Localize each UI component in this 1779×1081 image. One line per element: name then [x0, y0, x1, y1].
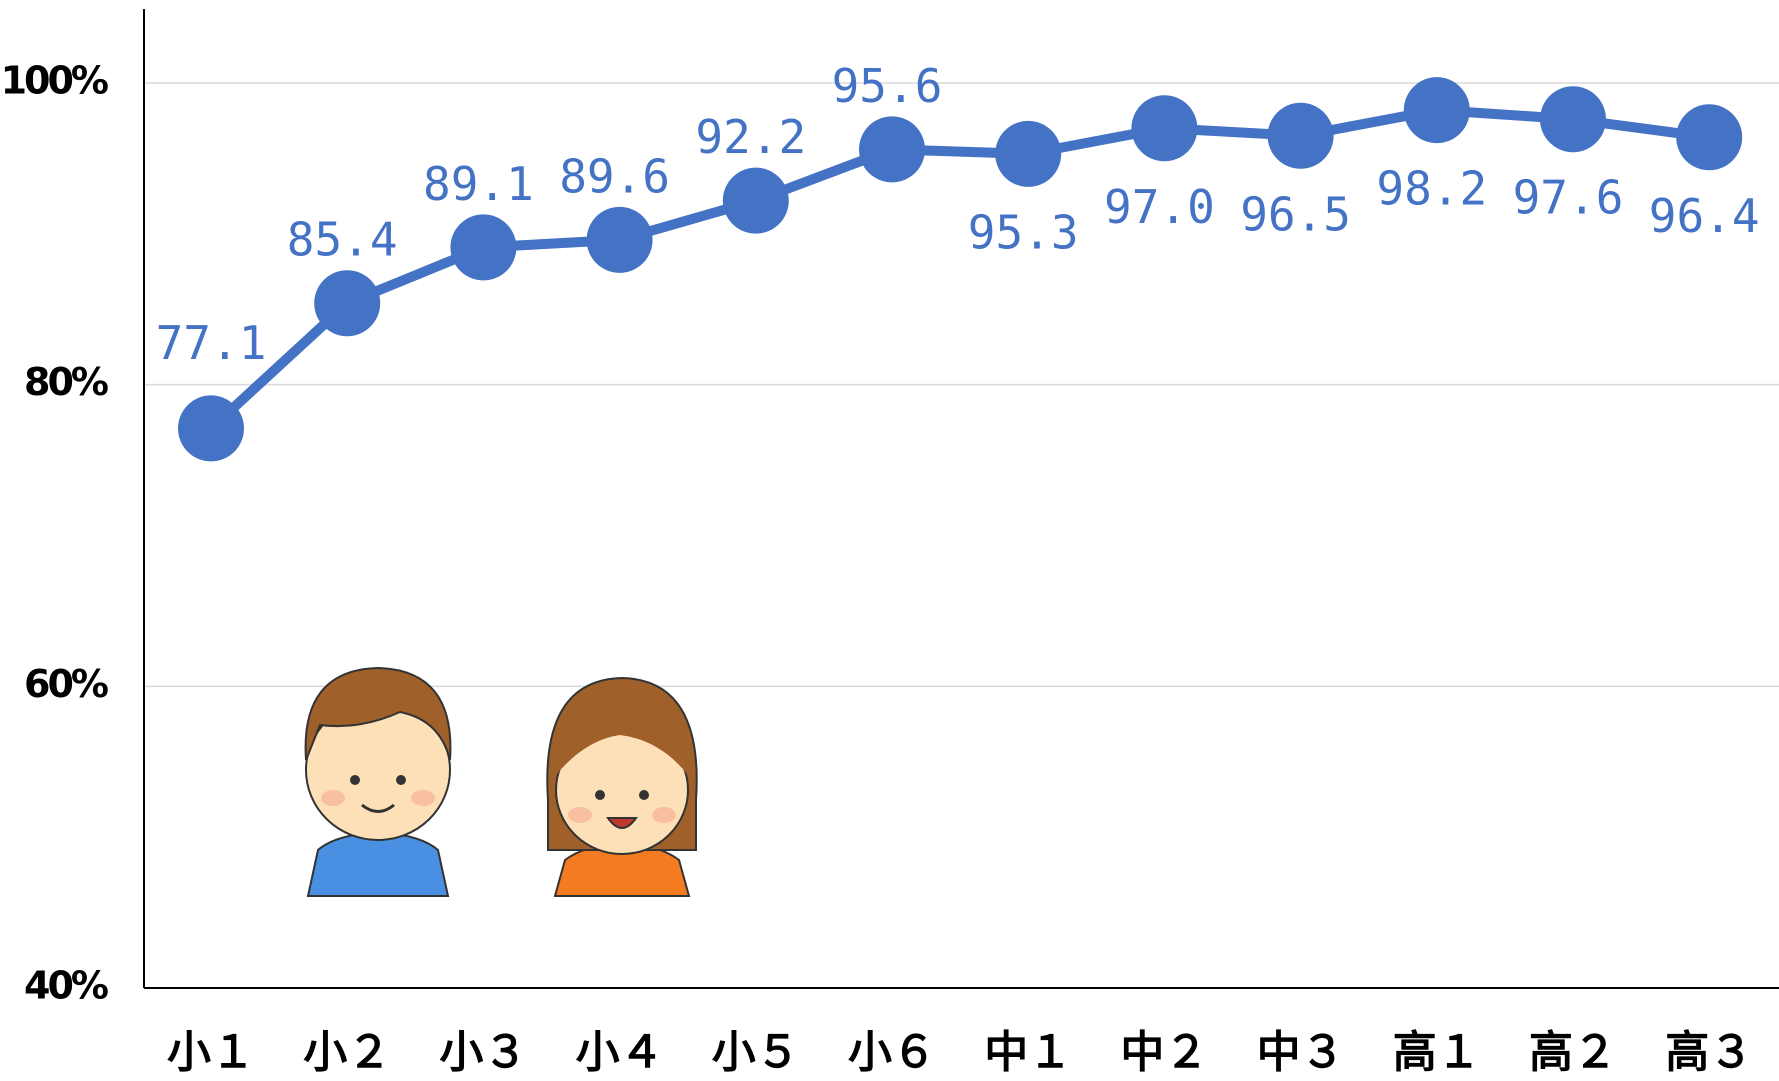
data-label: 92.2 — [695, 110, 806, 164]
data-point — [1267, 102, 1334, 169]
x-tick-label: 高２ — [1529, 1027, 1617, 1078]
data-point — [1676, 104, 1743, 171]
y-tick-label: 40% — [24, 964, 108, 1008]
x-tick-label: 小６ — [848, 1027, 936, 1078]
data-point — [450, 214, 517, 281]
data-label: 97.0 — [1104, 180, 1215, 234]
data-point — [859, 116, 925, 183]
x-tick-label: 小４ — [576, 1027, 664, 1078]
y-tick-label: 60% — [24, 662, 108, 706]
x-tick-label: 中２ — [1120, 1027, 1208, 1078]
data-point — [722, 167, 789, 234]
data-label: 95.6 — [832, 59, 943, 113]
y-tick-label: 80% — [24, 360, 108, 404]
data-label: 97.6 — [1513, 171, 1624, 225]
boy-illustration — [304, 666, 452, 897]
x-tick-label: 高１ — [1393, 1027, 1481, 1078]
x-tick-label: 小１ — [167, 1027, 255, 1078]
x-tick-label: 中１ — [984, 1027, 1072, 1078]
x-tick-label: 高３ — [1665, 1027, 1753, 1078]
data-point — [1540, 86, 1606, 153]
data-label: 95.3 — [968, 205, 1079, 259]
data-label: 98.2 — [1376, 162, 1487, 216]
data-label: 96.5 — [1240, 187, 1351, 241]
x-tick-label: 小５ — [712, 1027, 800, 1078]
data-label: 89.6 — [559, 149, 670, 203]
data-point — [1131, 95, 1198, 162]
girl-illustration — [546, 676, 698, 897]
data-point — [178, 395, 244, 462]
data-point — [314, 270, 381, 337]
x-tick-label: 小２ — [303, 1027, 391, 1078]
data-point — [995, 120, 1062, 187]
data-label: 85.4 — [287, 213, 398, 267]
x-tick-label: 小３ — [439, 1027, 527, 1078]
data-point — [1403, 77, 1470, 144]
data-point — [586, 206, 653, 273]
data-label: 89.1 — [423, 157, 534, 211]
y-tick-label: 100% — [1, 59, 108, 103]
data-label: 77.1 — [156, 316, 267, 370]
x-tick-label: 中３ — [1257, 1027, 1345, 1078]
data-label: 96.4 — [1649, 189, 1760, 243]
